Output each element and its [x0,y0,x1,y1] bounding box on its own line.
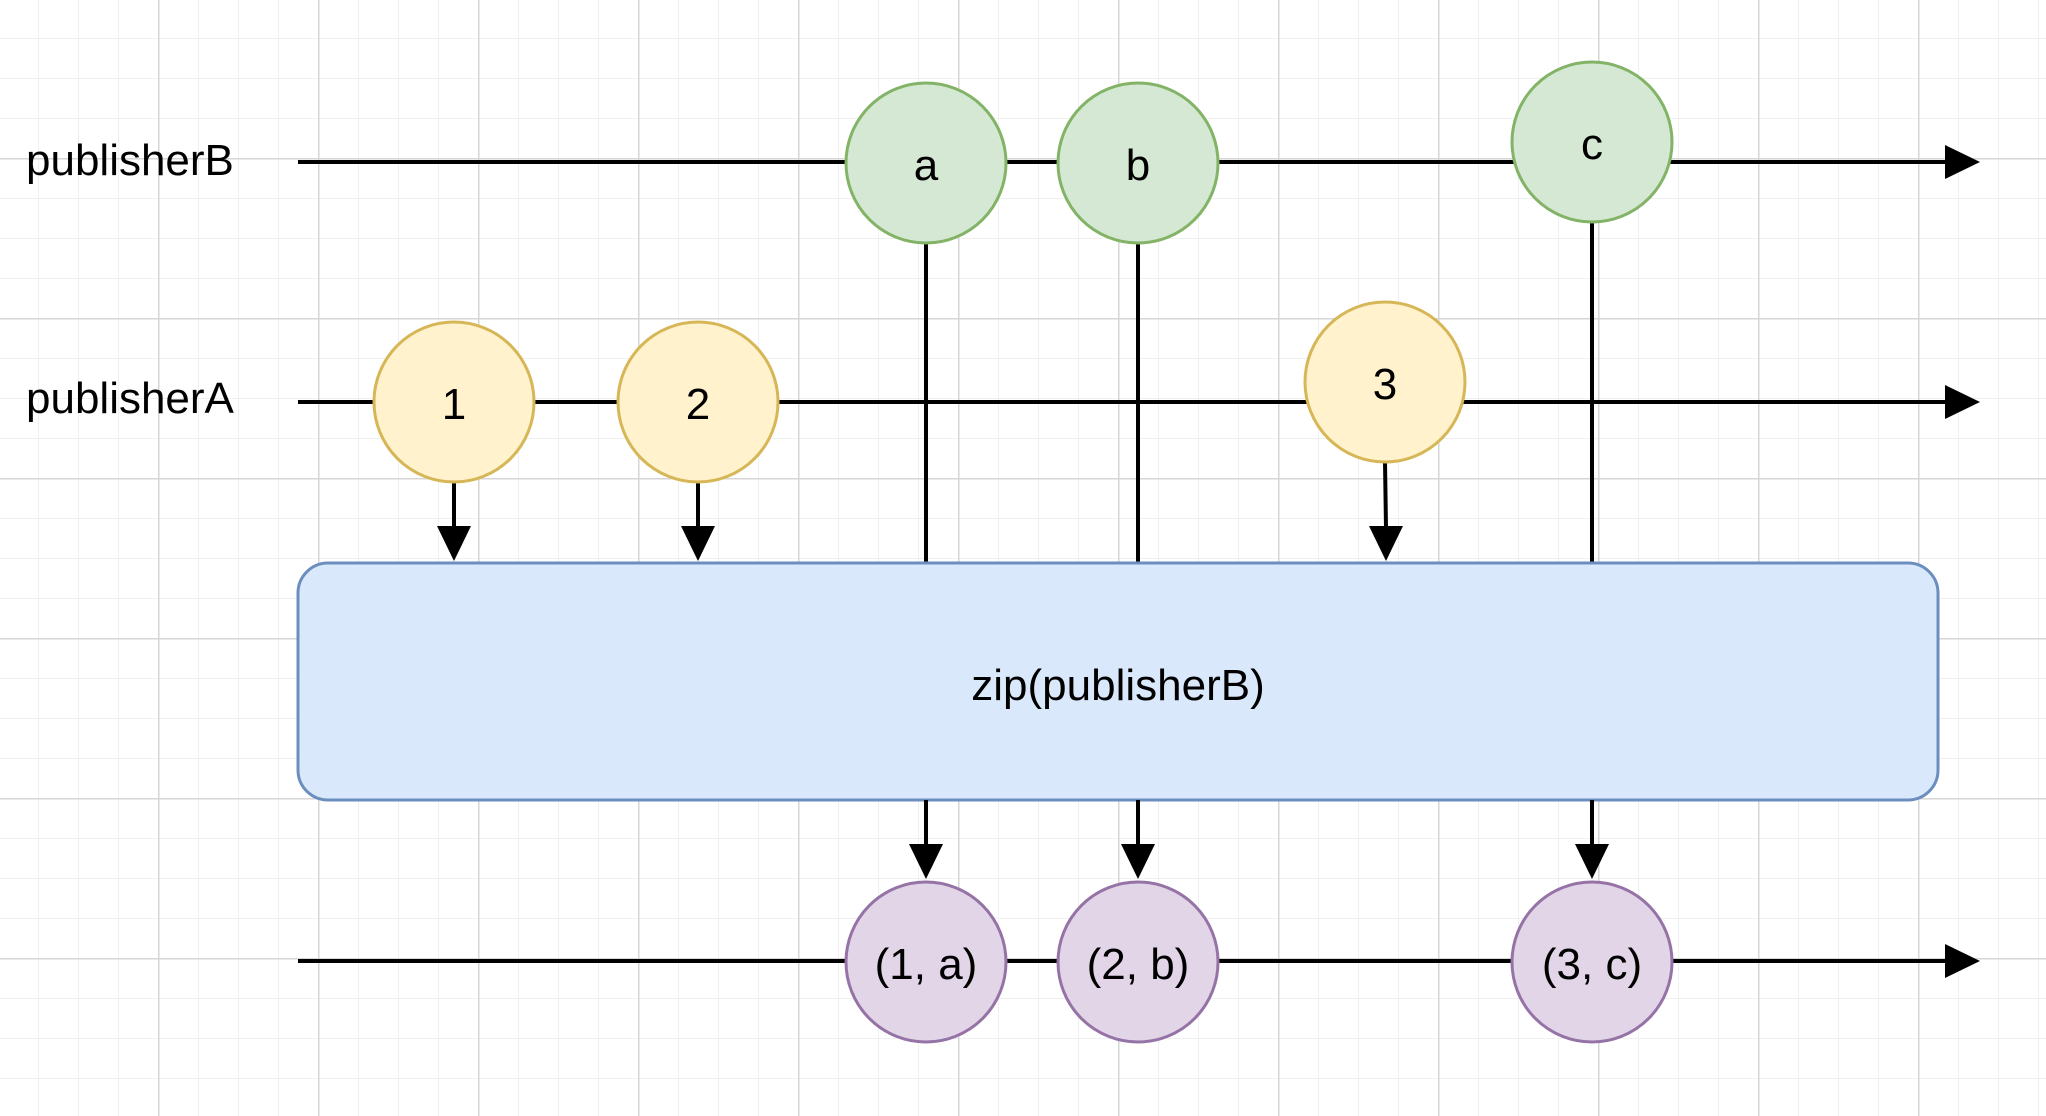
marble-1: 1 [372,320,536,484]
marble-1-label: 1 [442,380,466,429]
marble-a-label: a [914,141,939,190]
arrow-out-1-head [909,844,943,879]
output-arrowhead [1945,944,1980,978]
publisherA-arrowhead [1945,385,1980,419]
zip-operator-box [296,561,1940,802]
arrow-3-shaft [1383,461,1388,529]
marble-b: b [1056,81,1220,245]
marble-3: 3 [1303,300,1467,464]
marble-out-2b-label: (2, b) [1087,940,1190,989]
marble-out-2b: (2, b) [1056,880,1220,1044]
arrow-2-head [681,526,715,561]
arrow-1-head [437,526,471,561]
marble-out-1a: (1, a) [844,880,1008,1044]
arrow-out-2-head [1121,844,1155,879]
marble-out-3c-label: (3, c) [1542,940,1642,989]
marble-2: 2 [616,320,780,484]
publisherB-arrowhead [1945,145,1980,179]
marble-out-1a-label: (1, a) [875,940,978,989]
marble-out-3c: (3, c) [1510,880,1674,1044]
publisherB-label: publisherB [26,136,234,185]
marble-a: a [844,81,1008,245]
publisherA-label: publisherA [26,374,235,423]
marble-c: c [1510,60,1674,224]
marble-3-label: 3 [1373,360,1397,409]
marble-b-label: b [1126,141,1150,190]
zip-operator-label: zip(publisherB) [971,661,1264,710]
arrow-out-3-head [1575,844,1609,879]
marble-2-label: 2 [686,380,710,429]
arrow-3-head [1369,526,1403,561]
marble-c-label: c [1581,120,1603,169]
